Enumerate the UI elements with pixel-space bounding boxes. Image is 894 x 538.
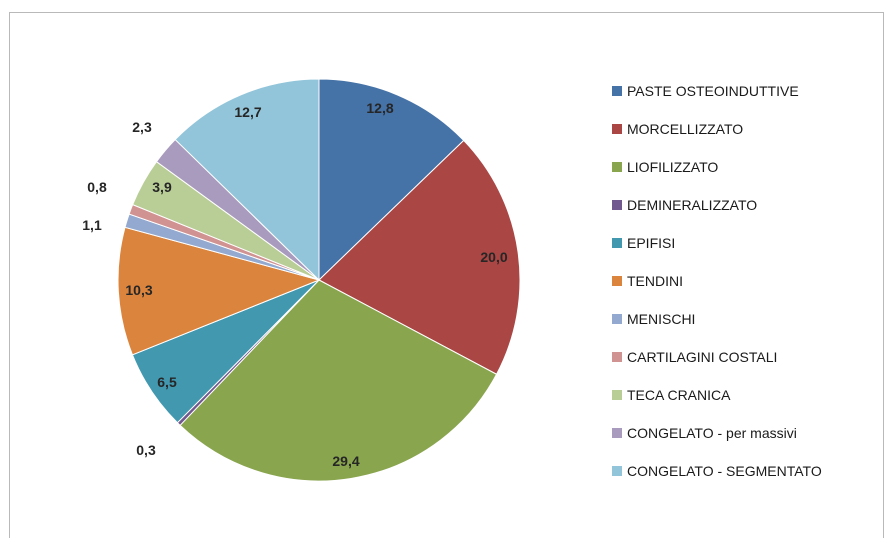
- data-label: 29,4: [332, 453, 359, 469]
- legend-swatch: [612, 276, 622, 286]
- data-label: 0,8: [87, 179, 107, 195]
- data-label: 12,7: [234, 104, 261, 120]
- pie-slice-congelato-segmentato: [174, 78, 320, 282]
- legend-swatch: [612, 390, 622, 400]
- data-label: 1,1: [82, 217, 102, 233]
- data-label: 6,5: [157, 374, 177, 390]
- legend-swatch: [612, 124, 622, 134]
- legend-swatch: [612, 352, 622, 362]
- legend-label: EPIFISI: [627, 235, 675, 251]
- pie-slice-tendini: [117, 226, 321, 356]
- legend-label: TECA CRANICA: [627, 387, 731, 403]
- legend-item: TENDINI: [612, 273, 683, 289]
- legend-item: TECA CRANICA: [612, 387, 731, 403]
- pie-data-labels: 12,8 20,0 29,4 0,3 6,5 10,3 1,1 0,8 3,9 2,3 12,7: [82, 100, 508, 469]
- legend-label: MORCELLIZZATO: [627, 121, 743, 137]
- legend-swatch: [612, 162, 622, 172]
- legend-item: LIOFILIZZATO: [612, 159, 718, 175]
- legend-item: EPIFISI: [612, 235, 675, 251]
- legend-label: PASTE OSTEOINDUTTIVE: [627, 83, 799, 99]
- legend-label: CONGELATO - per massivi: [627, 425, 797, 441]
- legend: PASTE OSTEOINDUTTIVE MORCELLIZZATO LIOFILI…: [612, 83, 822, 479]
- legend-item: MENISCHI: [612, 311, 695, 327]
- legend-item: DEMINERALIZZATO: [612, 197, 757, 213]
- legend-label: TENDINI: [627, 273, 683, 289]
- legend-item: MORCELLIZZATO: [612, 121, 743, 137]
- data-label: 12,8: [366, 100, 393, 116]
- data-label: 20,0: [480, 249, 507, 265]
- legend-swatch: [612, 86, 622, 96]
- legend-swatch: [612, 428, 622, 438]
- legend-swatch: [612, 200, 622, 210]
- pie-slice-liofilizzato: [179, 279, 498, 482]
- legend-swatch: [612, 238, 622, 248]
- legend-label: LIOFILIZZATO: [627, 159, 718, 175]
- legend-label: DEMINERALIZZATO: [627, 197, 757, 213]
- legend-label: CARTILAGINI COSTALI: [627, 349, 777, 365]
- legend-item: CARTILAGINI COSTALI: [612, 349, 777, 365]
- pie-slice-paste-osteoinduttive: [318, 78, 465, 282]
- legend-label: MENISCHI: [627, 311, 695, 327]
- legend-label: CONGELATO - SEGMENTATO: [627, 463, 822, 479]
- legend-item: PASTE OSTEOINDUTTIVE: [612, 83, 799, 99]
- legend-swatch: [612, 314, 622, 324]
- pie-slices: [117, 78, 521, 482]
- legend-swatch: [612, 466, 622, 476]
- data-label: 0,3: [136, 442, 156, 458]
- data-label: 3,9: [152, 179, 172, 195]
- legend-item: CONGELATO - per massivi: [612, 425, 797, 441]
- data-label: 2,3: [132, 119, 152, 135]
- legend-item: CONGELATO - SEGMENTATO: [612, 463, 822, 479]
- pie-slice-morcellizzato: [318, 139, 521, 375]
- data-label: 10,3: [125, 282, 152, 298]
